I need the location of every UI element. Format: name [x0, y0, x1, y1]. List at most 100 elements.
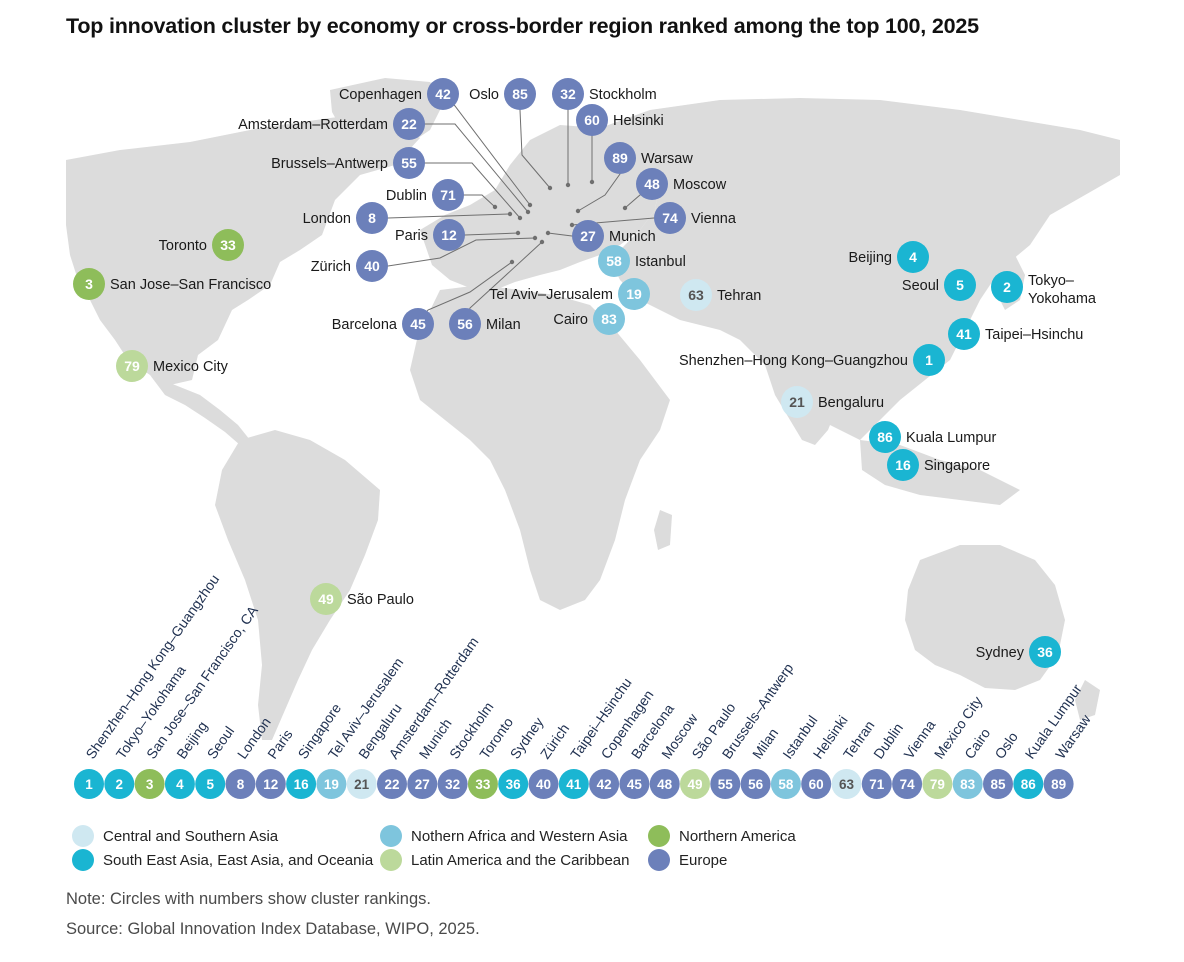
cluster-rank-taipei-hsinchu: 41: [956, 326, 972, 342]
legend-item-europe: Europe: [648, 849, 727, 871]
bottom-rank-number-41: 41: [566, 777, 582, 792]
cluster-circle-istanbul: [598, 245, 630, 277]
bottom-rank-89: 89: [1043, 769, 1074, 799]
cluster-marker-paris: 12 Paris: [395, 219, 465, 251]
leader-dot-milan: [539, 239, 545, 245]
bottom-circle-71: [861, 769, 892, 799]
cluster-label-moscow: Moscow: [673, 177, 727, 193]
bottom-rank-number-33: 33: [475, 777, 491, 792]
cluster-rank-moscow: 48: [644, 176, 660, 192]
bottom-circle-89: [1043, 769, 1074, 799]
leader-dot-oslo: [547, 185, 553, 191]
bottom-rank-number-58: 58: [778, 777, 794, 792]
bottom-circle-1: [74, 769, 104, 799]
cluster-rank-paris: 12: [441, 227, 457, 243]
cluster-rank-istanbul: 58: [606, 253, 622, 269]
legend-swatch: [648, 825, 670, 847]
leader-dot-vienna: [569, 222, 575, 228]
cluster-label-san-jose-san-francisco: San Jose–San Francisco: [110, 277, 271, 293]
cluster-rank-stockholm: 32: [560, 86, 576, 102]
bottom-rank-number-12: 12: [263, 777, 278, 792]
bottom-rank-number-56: 56: [748, 777, 764, 792]
cluster-label-cairo: Cairo: [553, 312, 588, 328]
cluster-circle-bengaluru: [781, 386, 813, 418]
leader-dot-helsinki: [589, 179, 595, 185]
cluster-label-tokyo-yokohama: Tokyo– Yokohama: [1028, 273, 1097, 307]
cluster-label-seoul: Seoul: [902, 278, 939, 294]
bottom-label-oslo: Oslo: [991, 729, 1021, 762]
bottom-rank-21: 21: [346, 769, 377, 799]
cluster-marker-istanbul: 58 Istanbul: [598, 245, 686, 277]
cluster-label-singapore: Singapore: [924, 458, 990, 474]
legend-item-south-east-asia-east-asia-and-oceania: South East Asia, East Asia, and Oceania: [72, 849, 373, 871]
bottom-rank-22: 22: [377, 769, 407, 799]
bottom-circle-83: [952, 769, 983, 799]
cluster-circle-amsterdam-rotterdam: [393, 108, 425, 140]
cluster-rank-amsterdam-rotterdam: 22: [401, 116, 417, 132]
bottom-rank-42: 42: [589, 769, 620, 799]
cluster-rank-barcelona: 45: [410, 316, 426, 332]
bottom-rank-56: 56: [740, 769, 771, 799]
legend-label: Europe: [679, 851, 728, 869]
bottom-circle-12: [255, 769, 286, 799]
bottom-circle-86: [1013, 769, 1044, 799]
cluster-marker-bengaluru: 21 Bengaluru: [781, 386, 884, 418]
bottom-rank-number-85: 85: [990, 777, 1006, 792]
cluster-marker-beijing: 4 Beijing: [848, 241, 929, 273]
cluster-marker-barcelona: 45 Barcelona: [332, 308, 434, 340]
bottom-rank-41: 41: [558, 769, 589, 799]
bottom-rank-74: 74: [892, 769, 923, 799]
bottom-rank-number-49: 49: [687, 777, 702, 792]
cluster-label-tel-aviv-jerusalem: Tel Aviv–Jerusalem: [489, 287, 613, 303]
leader-dot-london: [507, 211, 513, 217]
cluster-marker-shenzhen-hong-kong-guangzhou: 1 Shenzhen–Hong Kong–Guangzhou: [679, 344, 945, 376]
bottom-circle-16: [286, 769, 317, 799]
cluster-label-taipei-hsinchu: Taipei–Hsinchu: [985, 327, 1083, 343]
cluster-marker-brussels-antwerp: 55 Brussels–Antwerp: [271, 147, 425, 179]
leader-dot-copenhagen: [527, 202, 533, 208]
australia-landmass: [905, 545, 1065, 690]
cluster-marker-milan: 56 Milan: [449, 308, 521, 340]
cluster-circle-sydney: [1029, 636, 1061, 668]
cluster-circle-stockholm: [552, 78, 584, 110]
cluster-circle-barcelona: [402, 308, 434, 340]
bottom-rank-2: 2: [104, 769, 135, 799]
cluster-label-brussels-antwerp: Brussels–Antwerp: [271, 156, 388, 172]
source-text: Source: Global Innovation Index Database…: [66, 920, 480, 938]
bottom-rank-number-60: 60: [809, 777, 824, 792]
notes: Note: Circles with numbers show cluster …: [66, 884, 480, 944]
bottom-rank-27: 27: [407, 769, 438, 799]
leader-dot-barcelona: [509, 259, 515, 265]
bottom-rank-45: 45: [619, 769, 650, 799]
leader-dot-moscow: [622, 205, 628, 211]
cluster-circle-tokyo-yokohama: [991, 271, 1023, 303]
bottom-rank-number-5: 5: [206, 777, 214, 792]
bottom-circle-5: [195, 769, 226, 799]
cluster-rank-singapore: 16: [895, 457, 911, 473]
bottom-rank-number-83: 83: [960, 777, 976, 792]
bottom-rank-1: 1: [74, 769, 104, 799]
asia-landmass: [600, 98, 1120, 440]
cluster-rank-kuala-lumpur: 86: [877, 429, 893, 445]
bottom-rank-63: 63: [831, 769, 862, 799]
legend-label: South East Asia, East Asia, and Oceania: [103, 851, 374, 869]
cluster-label-bengaluru: Bengaluru: [818, 395, 884, 411]
chart-title: Top innovation cluster by economy or cro…: [66, 14, 979, 38]
south-america-landmass: [215, 430, 380, 740]
cluster-label-kuala-lumpur: Kuala Lumpur: [906, 430, 996, 446]
bottom-circle-63: [831, 769, 862, 799]
leader-dot-stockholm: [565, 182, 571, 188]
cluster-label-mexico-city: Mexico City: [153, 359, 229, 375]
legend-swatch: [72, 825, 94, 847]
cluster-label-toronto: Toronto: [159, 238, 207, 254]
bottom-rank-number-19: 19: [324, 777, 339, 792]
cluster-rank-shenzhen-hong-kong-guangzhou: 1: [925, 352, 933, 368]
bottom-circle-48: [649, 769, 680, 799]
cluster-circle-tehran: [680, 279, 712, 311]
cluster-marker-san-jose-san-francisco: 3 San Jose–San Francisco: [73, 268, 271, 300]
leader-dot-zurich: [532, 235, 538, 241]
cluster-rank-london: 8: [368, 210, 376, 226]
cluster-label-copenhagen: Copenhagen: [339, 87, 422, 103]
bottom-rank-number-2: 2: [116, 777, 124, 792]
